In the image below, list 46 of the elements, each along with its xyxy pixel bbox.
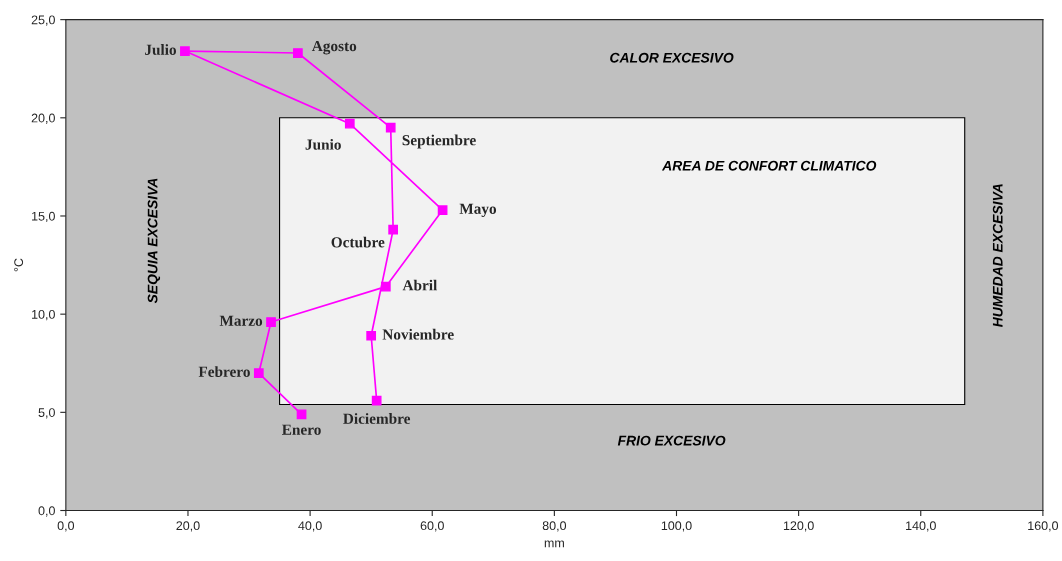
annotation: SEQUIA EXCESIVA <box>147 178 161 304</box>
annotation: HUMEDAD EXCESIVA <box>992 184 1003 328</box>
point <box>380 281 391 292</box>
annotation: FRIO EXCESIVO <box>617 435 726 446</box>
y-axis-title: °C <box>14 258 24 272</box>
x-tick-label: 60,0 <box>420 521 444 532</box>
point <box>344 118 355 129</box>
annotation: Agosto <box>311 40 357 55</box>
point <box>266 317 276 327</box>
point <box>293 48 303 58</box>
annotation: AREA DE CONFORT CLIMATICO <box>661 160 877 171</box>
annotation: Diciembre <box>343 413 411 424</box>
y-tick-label: 15,0 <box>32 211 55 223</box>
annotation: Octubre <box>331 236 385 248</box>
annotation: Enero <box>282 424 321 435</box>
point <box>388 224 399 235</box>
annotation: Septiembre <box>402 134 476 149</box>
x-tick-label: 120,0 <box>783 521 814 532</box>
y-tick-label: 25,0 <box>31 15 55 26</box>
point <box>180 46 190 56</box>
y-tick-label: 10,0 <box>32 309 55 321</box>
x-tick-label: 160,0 <box>1028 521 1059 532</box>
point <box>437 205 448 215</box>
annotation: Julio <box>145 44 177 55</box>
y-tick-label: 20,0 <box>31 113 55 124</box>
y-tick-label: 0,0 <box>38 506 55 517</box>
annotation: Noviembre <box>382 328 454 340</box>
point <box>296 409 307 420</box>
point <box>385 122 396 133</box>
annotation: Abril <box>402 279 438 291</box>
x-tick-label: 40,0 <box>298 521 322 532</box>
x-axis-title: mm <box>544 540 564 548</box>
x-tick-label: 100,0 <box>661 521 692 532</box>
annotation: CALOR EXCESIVO <box>610 52 734 63</box>
annotation: Febrero <box>198 366 250 377</box>
y-tick-label: 5,0 <box>38 408 55 419</box>
annotation: Junio <box>305 139 341 150</box>
annotation: Marzo <box>219 315 263 326</box>
x-tick-label: 0,0 <box>57 521 75 532</box>
point <box>371 395 382 406</box>
x-tick-label: 140,0 <box>906 521 936 532</box>
point <box>253 368 264 378</box>
x-tick-label: 80,0 <box>542 521 567 532</box>
annotation: Mayo <box>459 203 497 218</box>
point <box>366 330 377 341</box>
x-tick-label: 20,0 <box>176 521 200 532</box>
